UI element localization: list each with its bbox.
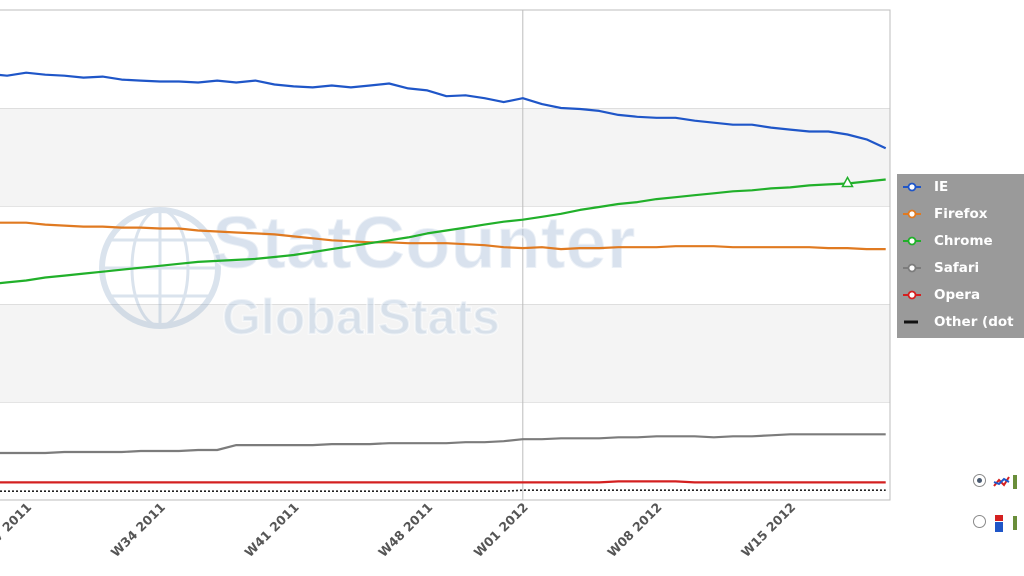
watermark-subtitle: GlobalStats xyxy=(222,289,500,345)
legend-label: Opera xyxy=(934,287,981,303)
circle-marker-icon xyxy=(903,236,921,246)
legend-item-firefox[interactable]: Firefox xyxy=(897,201,1024,228)
line-chart-toggle[interactable] xyxy=(971,472,1017,492)
line-chart-icon xyxy=(993,475,1017,489)
series-line-chrome[interactable] xyxy=(0,178,886,285)
grid-band xyxy=(0,10,890,108)
legend-item-chrome[interactable]: Chrome xyxy=(897,228,1024,255)
x-tick-label: W41 2011 xyxy=(241,500,301,560)
bar-chart-icon xyxy=(995,515,1017,532)
legend-label: IE xyxy=(934,179,949,195)
circle-marker-icon xyxy=(903,263,921,273)
legend-label: Chrome xyxy=(934,233,993,249)
x-tick-label: W27 2011 xyxy=(0,500,34,560)
grid-band xyxy=(0,304,890,402)
series-line-firefox[interactable] xyxy=(0,221,886,251)
legend-item-ie[interactable]: IE xyxy=(897,174,1024,201)
line-chart-radio[interactable] xyxy=(973,474,986,487)
plot-frame xyxy=(0,9,891,501)
circle-marker-icon xyxy=(903,290,921,300)
x-tick-label: W15 2012 xyxy=(738,500,798,560)
legend: IE Firefox Chrome Safari Opera Other (dot xyxy=(897,174,1024,338)
x-tick-label: W01 2012 xyxy=(471,500,531,560)
series-line-safari[interactable] xyxy=(0,433,886,455)
legend-label: Safari xyxy=(934,260,980,276)
circle-marker-icon xyxy=(903,209,921,219)
series-line-other-dotted[interactable] xyxy=(0,489,886,493)
bar-chart-radio[interactable] xyxy=(973,515,986,528)
series-line-ie[interactable] xyxy=(0,71,887,150)
legend-item-opera[interactable]: Opera xyxy=(897,282,1024,309)
x-tick-label: W48 2011 xyxy=(375,500,435,560)
x-tick-label: W08 2012 xyxy=(604,500,664,560)
chrome-point-marker[interactable] xyxy=(841,175,854,188)
legend-label: Firefox xyxy=(934,206,988,222)
x-tick-label: W34 2011 xyxy=(108,500,168,560)
series-line-opera[interactable] xyxy=(0,480,886,484)
bar-chart-toggle[interactable] xyxy=(971,513,1017,533)
grid-band xyxy=(0,206,890,304)
dash-marker-icon xyxy=(904,320,918,324)
circle-marker-icon xyxy=(903,182,921,192)
grid-band xyxy=(0,108,890,206)
legend-item-other-dot[interactable]: Other (dot xyxy=(897,309,1024,336)
legend-item-safari[interactable]: Safari xyxy=(897,255,1024,282)
legend-label: Other (dot xyxy=(934,314,1014,330)
